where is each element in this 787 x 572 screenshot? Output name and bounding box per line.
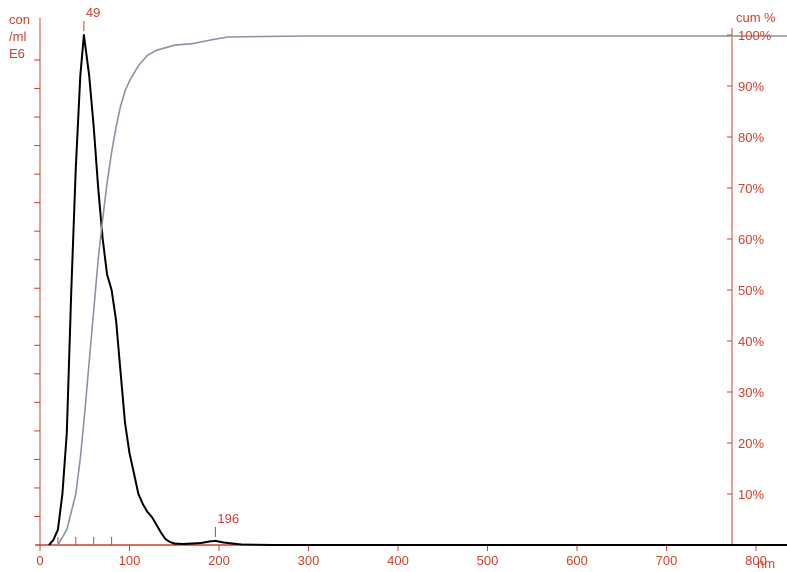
right-axis-tick-label: 70% bbox=[738, 181, 764, 196]
concentration-series-line bbox=[48, 34, 787, 546]
right-axis-tick-label: 60% bbox=[738, 232, 764, 247]
text-layer: con /ml E6 cum % nm 10% 20% 30% 40% 50% 60% 70… bbox=[9, 5, 776, 571]
right-axis-tick-label: 40% bbox=[738, 334, 764, 349]
right-axis-tick-label: 20% bbox=[738, 436, 764, 451]
peak-annotation-label: 196 bbox=[217, 511, 239, 526]
x-axis-tick-label: 800 bbox=[745, 553, 767, 568]
left-axis-label-line-2: /ml bbox=[9, 29, 26, 44]
right-axis-tick-label: 80% bbox=[738, 130, 764, 145]
x-axis-tick-label: 200 bbox=[208, 553, 230, 568]
right-axis-tick-label: 50% bbox=[738, 283, 764, 298]
left-axis-label-line-3: E6 bbox=[9, 46, 25, 61]
x-axis-tick-label: 300 bbox=[298, 553, 320, 568]
right-axis-tick-label: 10% bbox=[738, 487, 764, 502]
cumulative-percent-series-line bbox=[57, 35, 787, 546]
right-axis-tick-label: 30% bbox=[738, 385, 764, 400]
x-axis-tick-label: 100 bbox=[119, 553, 141, 568]
axes-group bbox=[34, 18, 787, 551]
right-axis-tick-label: 90% bbox=[738, 79, 764, 94]
right-axis-label: cum % bbox=[736, 10, 776, 25]
x-axis-tick-label: 600 bbox=[566, 553, 588, 568]
right-axis-tick-label: 100% bbox=[738, 28, 772, 43]
x-axis-tick-label: 400 bbox=[387, 553, 409, 568]
x-axis-tick-label: 0 bbox=[36, 553, 43, 568]
x-axis-tick-label: 700 bbox=[656, 553, 678, 568]
x-axis-tick-label: 500 bbox=[477, 553, 499, 568]
peak-annotation-label: 49 bbox=[86, 5, 100, 20]
left-axis-label-line-1: con bbox=[9, 12, 30, 27]
series-layer bbox=[48, 34, 787, 546]
x-unit-label: nm bbox=[757, 556, 775, 571]
